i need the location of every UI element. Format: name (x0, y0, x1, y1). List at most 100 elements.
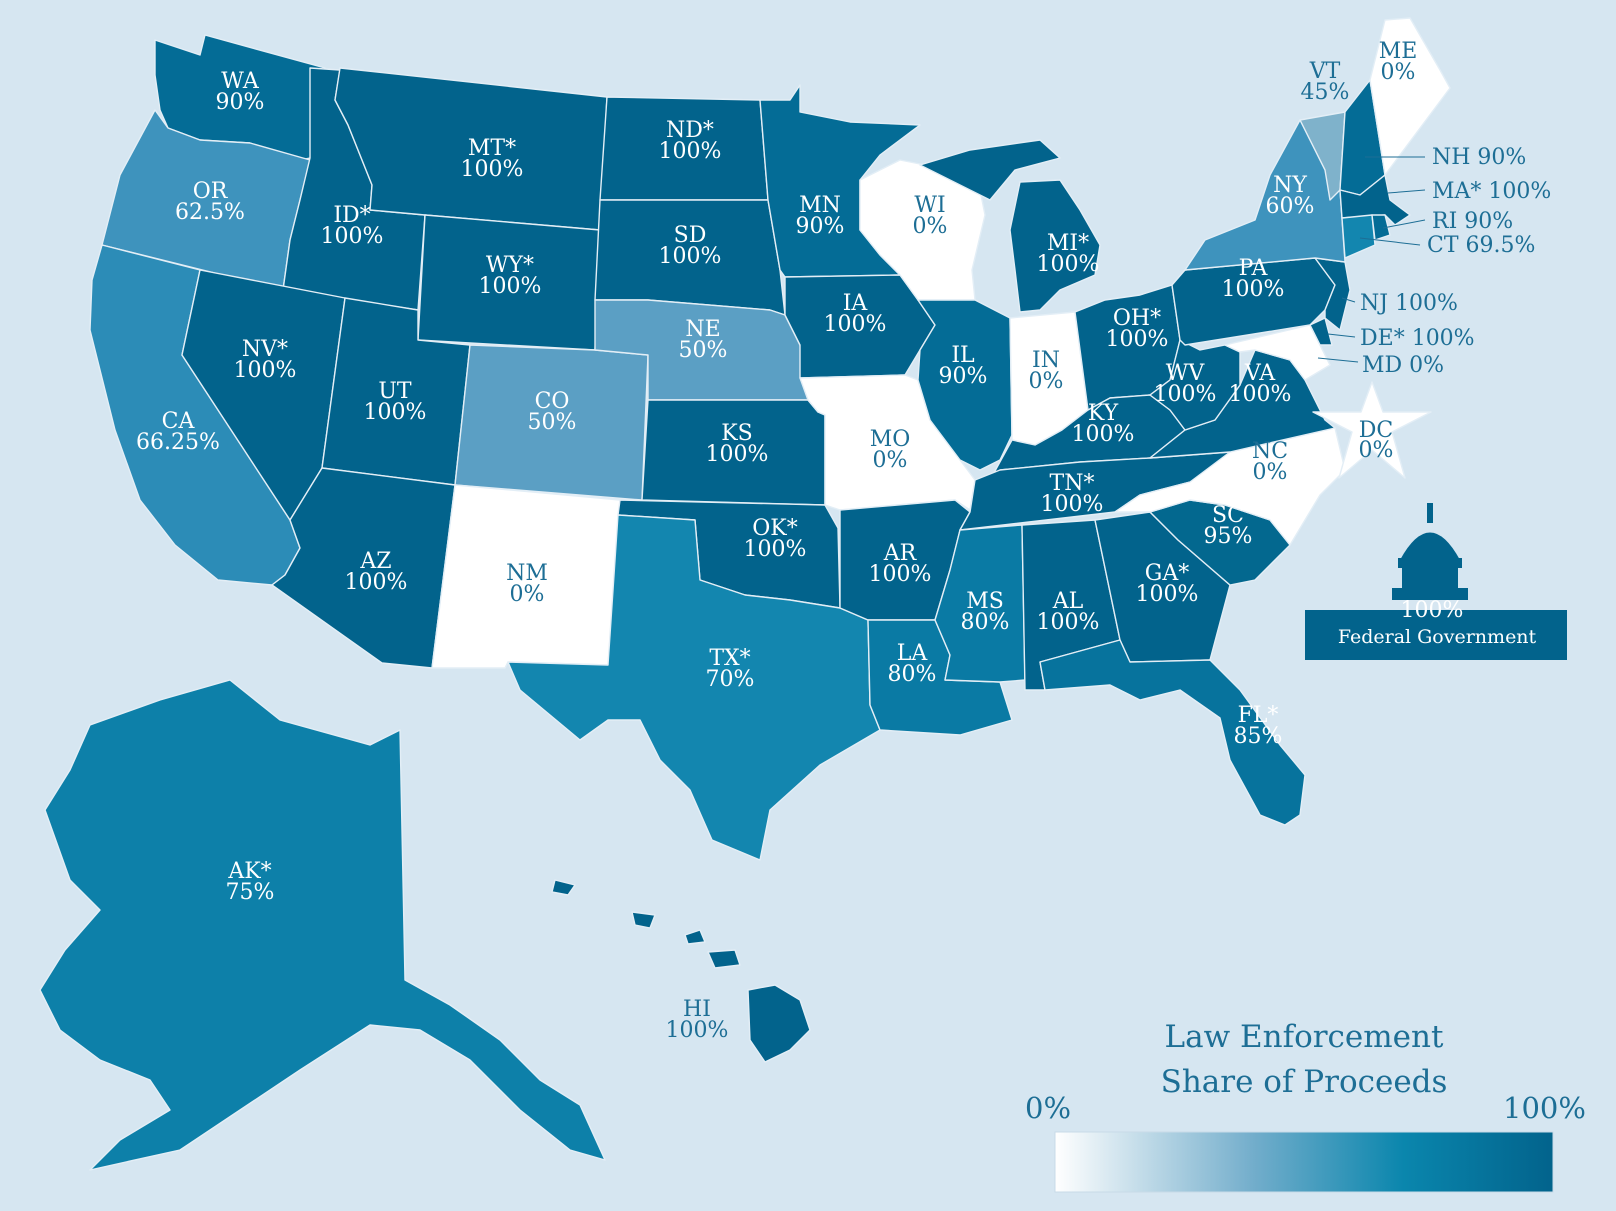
dc-label: DC (1359, 418, 1393, 443)
state-label-IN: IN (1032, 348, 1060, 373)
legend-max-label: 100% (1503, 1091, 1586, 1125)
state-label-AZ: AZ (359, 549, 391, 574)
state-TX[interactable] (507, 514, 881, 861)
state-value-NY: 60% (1266, 194, 1315, 219)
state-value-MN: 90% (796, 214, 845, 239)
state-label-CO: CO (535, 389, 570, 414)
state-value-MO: 0% (873, 448, 908, 473)
legend-min-label: 0% (1025, 1091, 1071, 1125)
state-shapes (39, 17, 1451, 1171)
state-VT[interactable] (1299, 111, 1346, 201)
state-value-IN: 0% (1029, 369, 1064, 394)
state-label-NE: NE (685, 317, 720, 342)
state-label-GA: GA* (1145, 561, 1189, 586)
state-label-NM: NM (506, 561, 548, 586)
legend-title-line2: Share of Proceeds (1161, 1064, 1448, 1100)
state-IL[interactable] (917, 299, 1013, 471)
state-value-WI: 0% (913, 214, 948, 239)
state-value-VT: 45% (1301, 80, 1350, 105)
state-NJ[interactable] (1314, 257, 1351, 331)
state-label-VA: VA (1244, 361, 1276, 386)
state-label-KY: KY (1088, 401, 1119, 426)
state-value-AL: 100% (1037, 610, 1100, 635)
state-label-UT: UT (378, 379, 412, 404)
state-value-NV: 100% (234, 358, 297, 383)
dc-value: 0% (1359, 438, 1394, 463)
state-value-MT: 100% (461, 157, 524, 182)
state-label-IA: IA (843, 291, 869, 316)
dc-star-marker[interactable] (1312, 381, 1432, 479)
federal-value: 100% (1401, 598, 1464, 623)
callout-label-CT: CT 69.5% (1427, 233, 1535, 258)
state-value-ID: 100% (321, 224, 384, 249)
state-value-AZ: 100% (345, 570, 408, 595)
state-label-MS: MS (966, 589, 1004, 614)
state-value-WA: 90% (216, 90, 265, 115)
state-value-AK: 75% (226, 880, 275, 905)
federal-label: Federal Government (1338, 626, 1537, 648)
state-label-SC: SC (1212, 503, 1244, 528)
callout-label-NJ: NJ 100% (1360, 291, 1458, 316)
callout-label-DE: DE* 100% (1360, 326, 1475, 351)
state-value-WV: 100% (1154, 382, 1217, 407)
state-AK[interactable] (39, 679, 606, 1171)
state-label-WY: WY* (486, 253, 534, 278)
state-label-OH: OH* (1113, 306, 1161, 331)
state-label-OR: OR (193, 179, 229, 204)
state-value-OR: 62.5% (175, 200, 245, 225)
state-label-PA: PA (1239, 256, 1269, 281)
state-label-MN: MN (799, 193, 841, 218)
state-HI[interactable] (551, 879, 811, 1063)
state-RI[interactable] (1371, 214, 1391, 241)
state-label-ND: ND* (666, 118, 714, 143)
state-label-NY: NY (1273, 173, 1307, 198)
state-value-MI: 100% (1037, 252, 1100, 277)
state-CO[interactable] (454, 344, 649, 501)
state-value-OK: 100% (744, 537, 807, 562)
state-value-LA: 80% (888, 662, 937, 687)
state-label-CA: CA (162, 409, 196, 434)
callout-label-NH: NH 90% (1432, 145, 1526, 170)
state-value-GA: 100% (1136, 582, 1199, 607)
state-value-AR: 100% (869, 562, 932, 587)
state-label-VT: VT (1309, 59, 1341, 84)
state-label-OK: OK* (752, 516, 797, 541)
state-value-ME: 0% (1381, 60, 1416, 85)
state-MI[interactable] (919, 139, 1101, 313)
state-label-AL: AL (1052, 589, 1084, 614)
state-value-VA: 100% (1229, 382, 1292, 407)
state-value-TX: 70% (706, 667, 755, 692)
state-value-NE: 50% (679, 338, 728, 363)
callout-label-MD: MD 0% (1362, 353, 1444, 378)
state-label-AR: AR (883, 541, 918, 566)
state-label-NV: NV* (242, 337, 288, 362)
state-NC[interactable] (1114, 427, 1346, 546)
capitol-icon (1392, 503, 1468, 600)
state-value-KY: 100% (1072, 422, 1135, 447)
state-label-MI: MI* (1047, 231, 1089, 256)
callout-label-MA: MA* 100% (1432, 179, 1551, 204)
state-label-NC: NC (1252, 439, 1288, 464)
state-value-PA: 100% (1222, 277, 1285, 302)
state-FL[interactable] (1039, 639, 1306, 826)
state-value-ND: 100% (659, 139, 722, 164)
legend: Law Enforcement Share of Proceeds 0% 100… (1025, 1019, 1586, 1193)
legend-title-line1: Law Enforcement (1165, 1019, 1444, 1055)
state-value-IA: 100% (824, 312, 887, 337)
state-value-WY: 100% (479, 274, 542, 299)
state-label-SD: SD (674, 223, 707, 248)
state-CT[interactable] (1341, 214, 1376, 259)
state-label-AK: AK* (227, 859, 271, 884)
state-value-CO: 50% (528, 410, 577, 435)
state-value-NC: 0% (1253, 460, 1288, 485)
state-DE[interactable] (1309, 317, 1333, 346)
state-label-IL: IL (951, 343, 975, 368)
state-label-ME: ME (1379, 39, 1418, 64)
state-value-TN: 100% (1041, 492, 1104, 517)
state-label-WA: WA (221, 69, 260, 94)
federal-government-badge: 100% Federal Government (1305, 503, 1567, 660)
callout-leaders (1317, 156, 1426, 363)
state-value-NM: 0% (510, 582, 545, 607)
state-label-ID: ID* (333, 203, 370, 228)
